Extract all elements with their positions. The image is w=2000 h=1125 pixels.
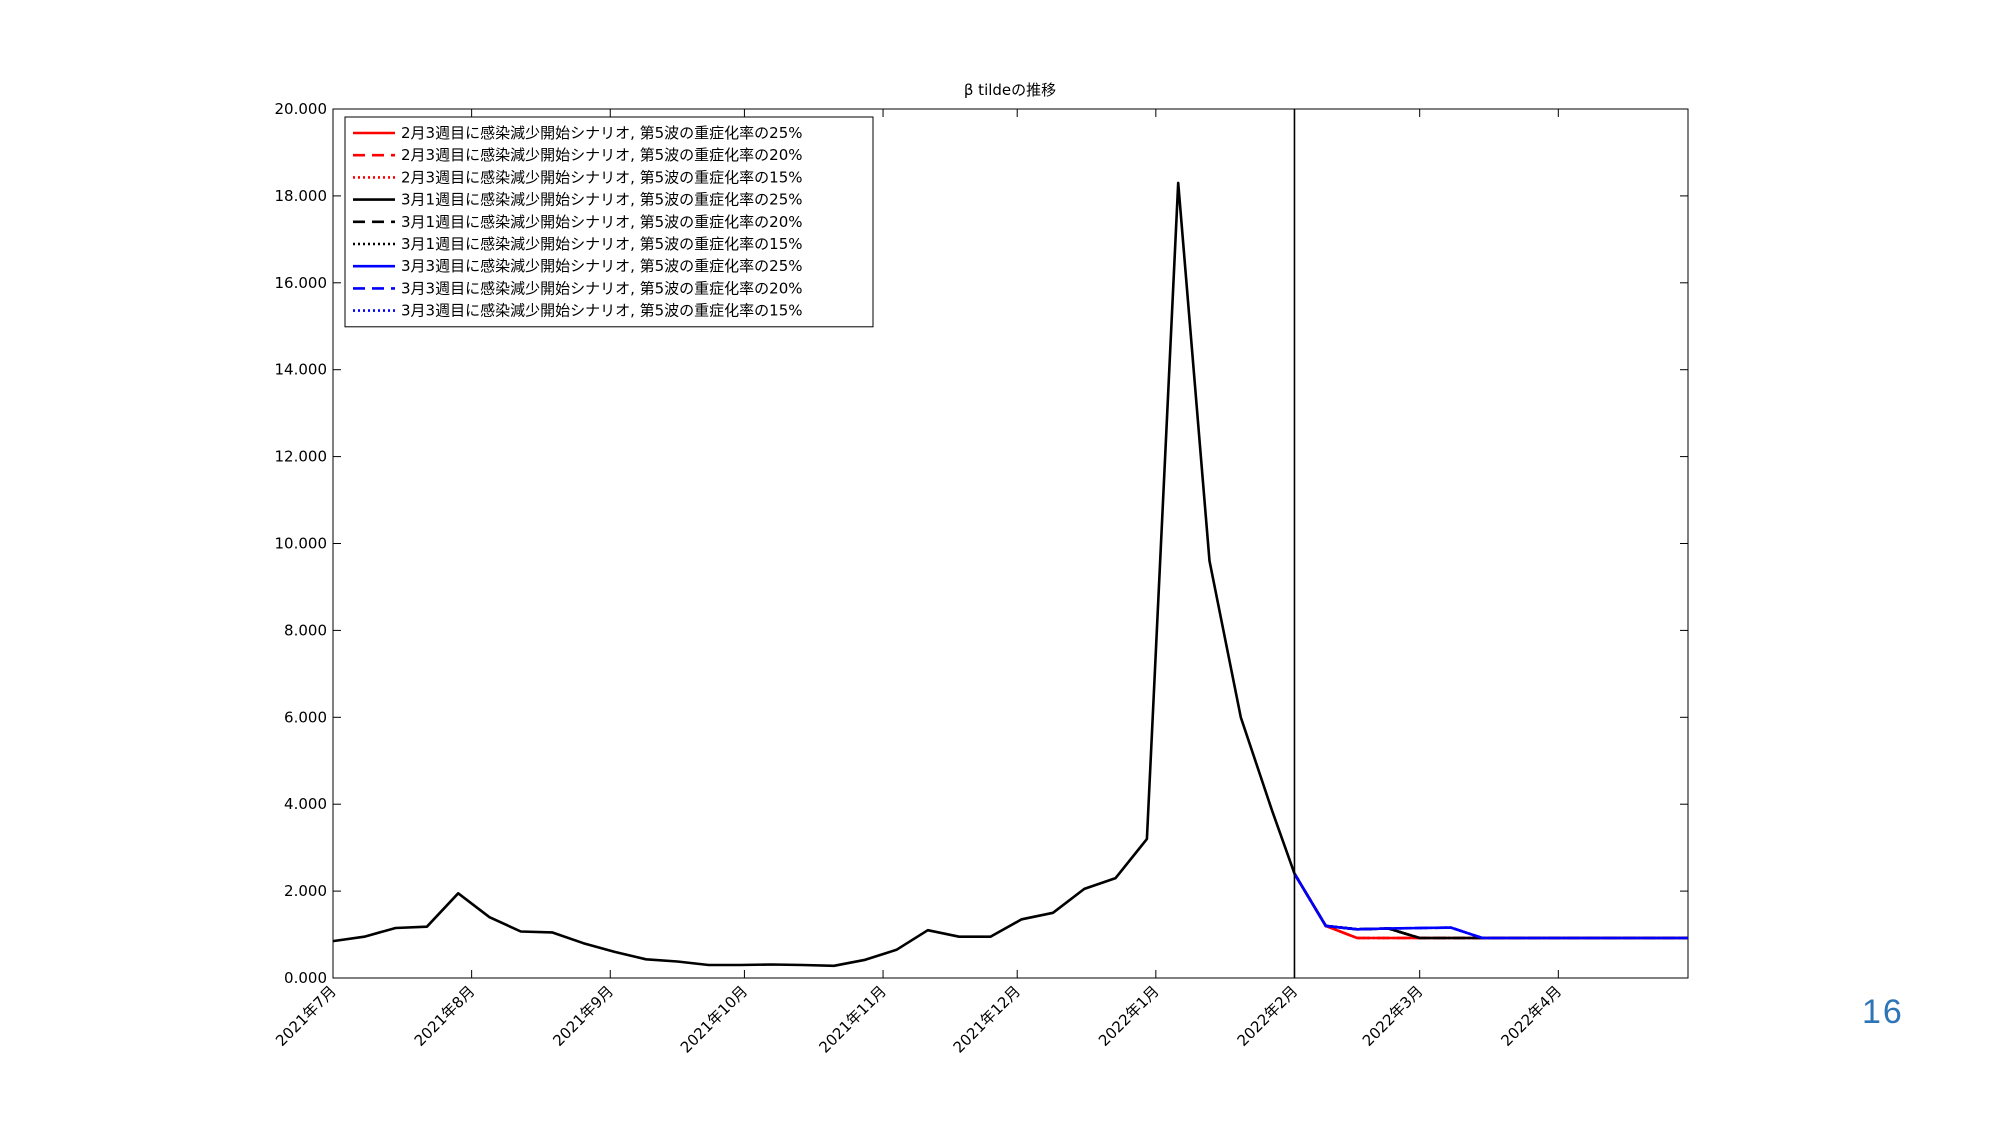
x-tick-label: 2022年3月 — [1359, 982, 1427, 1050]
legend-label-2: 2月3週目に感染減少開始シナリオ, 第5波の重症化率の20% — [401, 146, 803, 164]
chart-title: β tildeの推移 — [964, 81, 1056, 99]
legend-label-5: 3月1週目に感染減少開始シナリオ, 第5波の重症化率の20% — [401, 213, 803, 231]
x-tick-label: 2021年10月 — [677, 982, 751, 1056]
y-tick-label: 2.000 — [284, 882, 327, 900]
legend-label-9: 3月3週目に感染減少開始シナリオ, 第5波の重症化率の15% — [401, 302, 803, 320]
x-tick-label: 2021年9月 — [549, 982, 617, 1050]
history-line — [332, 181, 1296, 968]
x-tick-label: 2021年12月 — [950, 982, 1024, 1056]
legend: 2月3週目に感染減少開始シナリオ, 第5波の重症化率の25% 2月3週目に感染減少… — [344, 116, 874, 328]
x-tick-label: 2022年4月 — [1497, 982, 1565, 1050]
legend-label-8: 3月3週目に感染減少開始シナリオ, 第5波の重症化率の20% — [401, 279, 803, 297]
legend-label-7: 3月3週目に感染減少開始シナリオ, 第5波の重症化率の25% — [401, 257, 803, 275]
y-axis: 0.000 2.000 4.000 6.000 8.000 10.000 12.000 14.… — [275, 100, 1688, 987]
x-tick-label: 2022年2月 — [1234, 982, 1302, 1050]
x-tick-label: 2021年7月 — [272, 982, 340, 1050]
x-tick-label: 2021年11月 — [815, 982, 889, 1056]
y-tick-label: 6.000 — [284, 708, 327, 726]
x-tick-label: 2021年8月 — [411, 982, 479, 1050]
y-tick-label: 20.000 — [275, 100, 328, 118]
y-tick-label: 0.000 — [284, 969, 327, 987]
page-number: 16 — [1862, 993, 1904, 1031]
legend-label-3: 2月3週目に感染減少開始シナリオ, 第5波の重症化率の15% — [401, 168, 803, 186]
y-tick-label: 10.000 — [275, 535, 328, 553]
y-tick-label: 12.000 — [275, 448, 328, 466]
y-tick-label: 18.000 — [275, 187, 328, 205]
y-tick-label: 4.000 — [284, 795, 327, 813]
x-tick-label: 2022年1月 — [1095, 982, 1163, 1050]
y-tick-label: 8.000 — [284, 621, 327, 639]
legend-box — [344, 116, 874, 328]
y-tick-label: 16.000 — [275, 274, 328, 292]
legend-label-6: 3月1週目に感染減少開始シナリオ, 第5波の重症化率の15% — [401, 235, 803, 253]
legend-label-1: 2月3週目に感染減少開始シナリオ, 第5波の重症化率の25% — [401, 124, 803, 142]
series-lines — [332, 181, 1688, 968]
series-line-7 — [1293, 873, 1688, 940]
legend-label-4: 3月1週目に感染減少開始シナリオ, 第5波の重症化率の25% — [401, 191, 803, 209]
y-tick-label: 14.000 — [275, 361, 328, 379]
